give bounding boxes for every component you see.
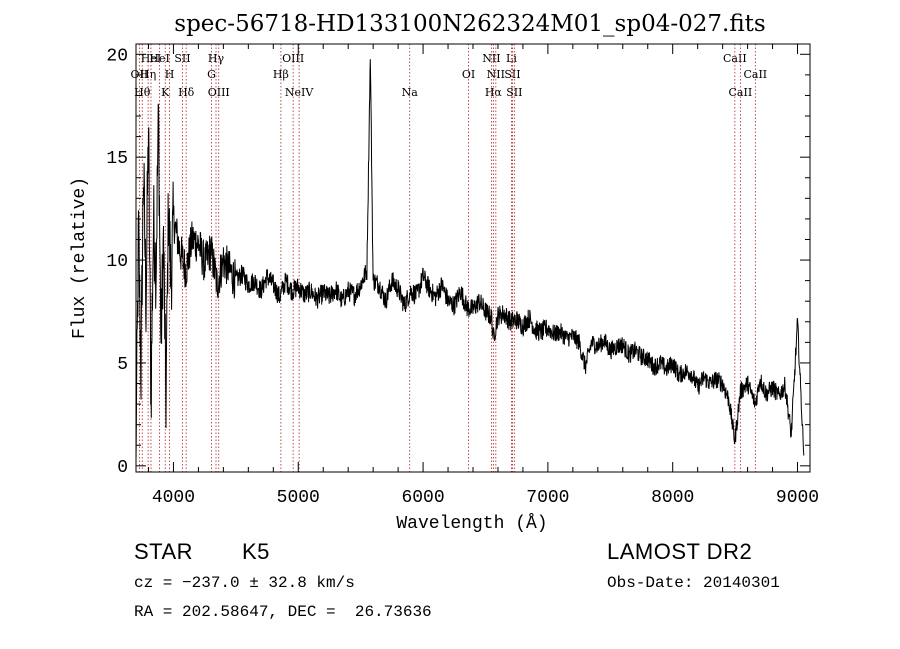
line-label-21: SII — [504, 68, 520, 81]
plot-frame — [135, 43, 811, 473]
y-tick-label-20: 20 — [106, 46, 128, 66]
object-class: STAR — [134, 539, 194, 564]
line-label-2: Hη — [140, 68, 156, 81]
coordinates-readout: RA = 202.58647, DEC = 26.73636 — [134, 603, 432, 621]
line-label-16: OI — [462, 68, 475, 81]
survey-name: LAMOST DR2 — [607, 539, 753, 564]
observation-date: Obs-Date: 20140301 — [607, 574, 780, 592]
line-label-11: OIII — [208, 86, 230, 99]
line-label-7: SII — [174, 52, 190, 65]
line-label-6: H — [165, 68, 175, 81]
line-label-24: CaII — [729, 86, 753, 99]
line-label-25: CaII — [743, 68, 767, 81]
line-label-5: K — [161, 86, 170, 99]
line-label-19: NII — [487, 68, 505, 81]
y-tick-label-0: 0 — [117, 458, 128, 478]
x-tick-label-7000: 7000 — [526, 488, 569, 508]
y-tick-label-15: 15 — [106, 149, 128, 169]
x-axis-label: Wavelength (Å) — [396, 513, 547, 534]
line-label-23: CaII — [723, 52, 747, 65]
line-label-8: Hδ — [178, 86, 195, 99]
y-tick-label-10: 10 — [106, 252, 128, 272]
x-tick-label-9000: 9000 — [776, 488, 819, 508]
axis-ticks: 4000 5000 6000 7000 8000 9000 0 5 10 15 20 — [106, 44, 819, 508]
spectrum-line — [135, 59, 805, 462]
line-label-12: Hβ — [273, 68, 289, 81]
y-tick-label-5: 5 — [117, 355, 128, 375]
y-axis-label: Flux (relative) — [70, 177, 90, 339]
x-tick-label-8000: 8000 — [651, 488, 694, 508]
line-label-15: Na — [402, 86, 419, 99]
spectrum-series — [135, 59, 805, 462]
line-label-10: Hγ — [208, 52, 225, 65]
chart-title: spec-56718-HD133100N262324M01_sp04-027.f… — [174, 11, 765, 37]
x-tick-label-5000: 5000 — [277, 488, 320, 508]
x-tick-label-6000: 6000 — [401, 488, 444, 508]
line-label-17: NII — [482, 52, 500, 65]
line-label-4: HeI — [149, 52, 169, 65]
x-tick-label-4000: 4000 — [152, 488, 195, 508]
line-label-22: SII — [506, 86, 522, 99]
line-label-9: G — [207, 68, 216, 81]
line-label-13: OIII — [282, 52, 304, 65]
line-label-14: NeIV — [285, 86, 314, 99]
object-subclass: K5 — [242, 539, 270, 564]
line-label-20: Li — [506, 52, 517, 65]
redshift-readout: cz = −237.0 ± 32.8 km/s — [134, 574, 355, 592]
line-label-18: Hα — [485, 86, 503, 99]
line-label-3: HeI — [141, 52, 161, 65]
